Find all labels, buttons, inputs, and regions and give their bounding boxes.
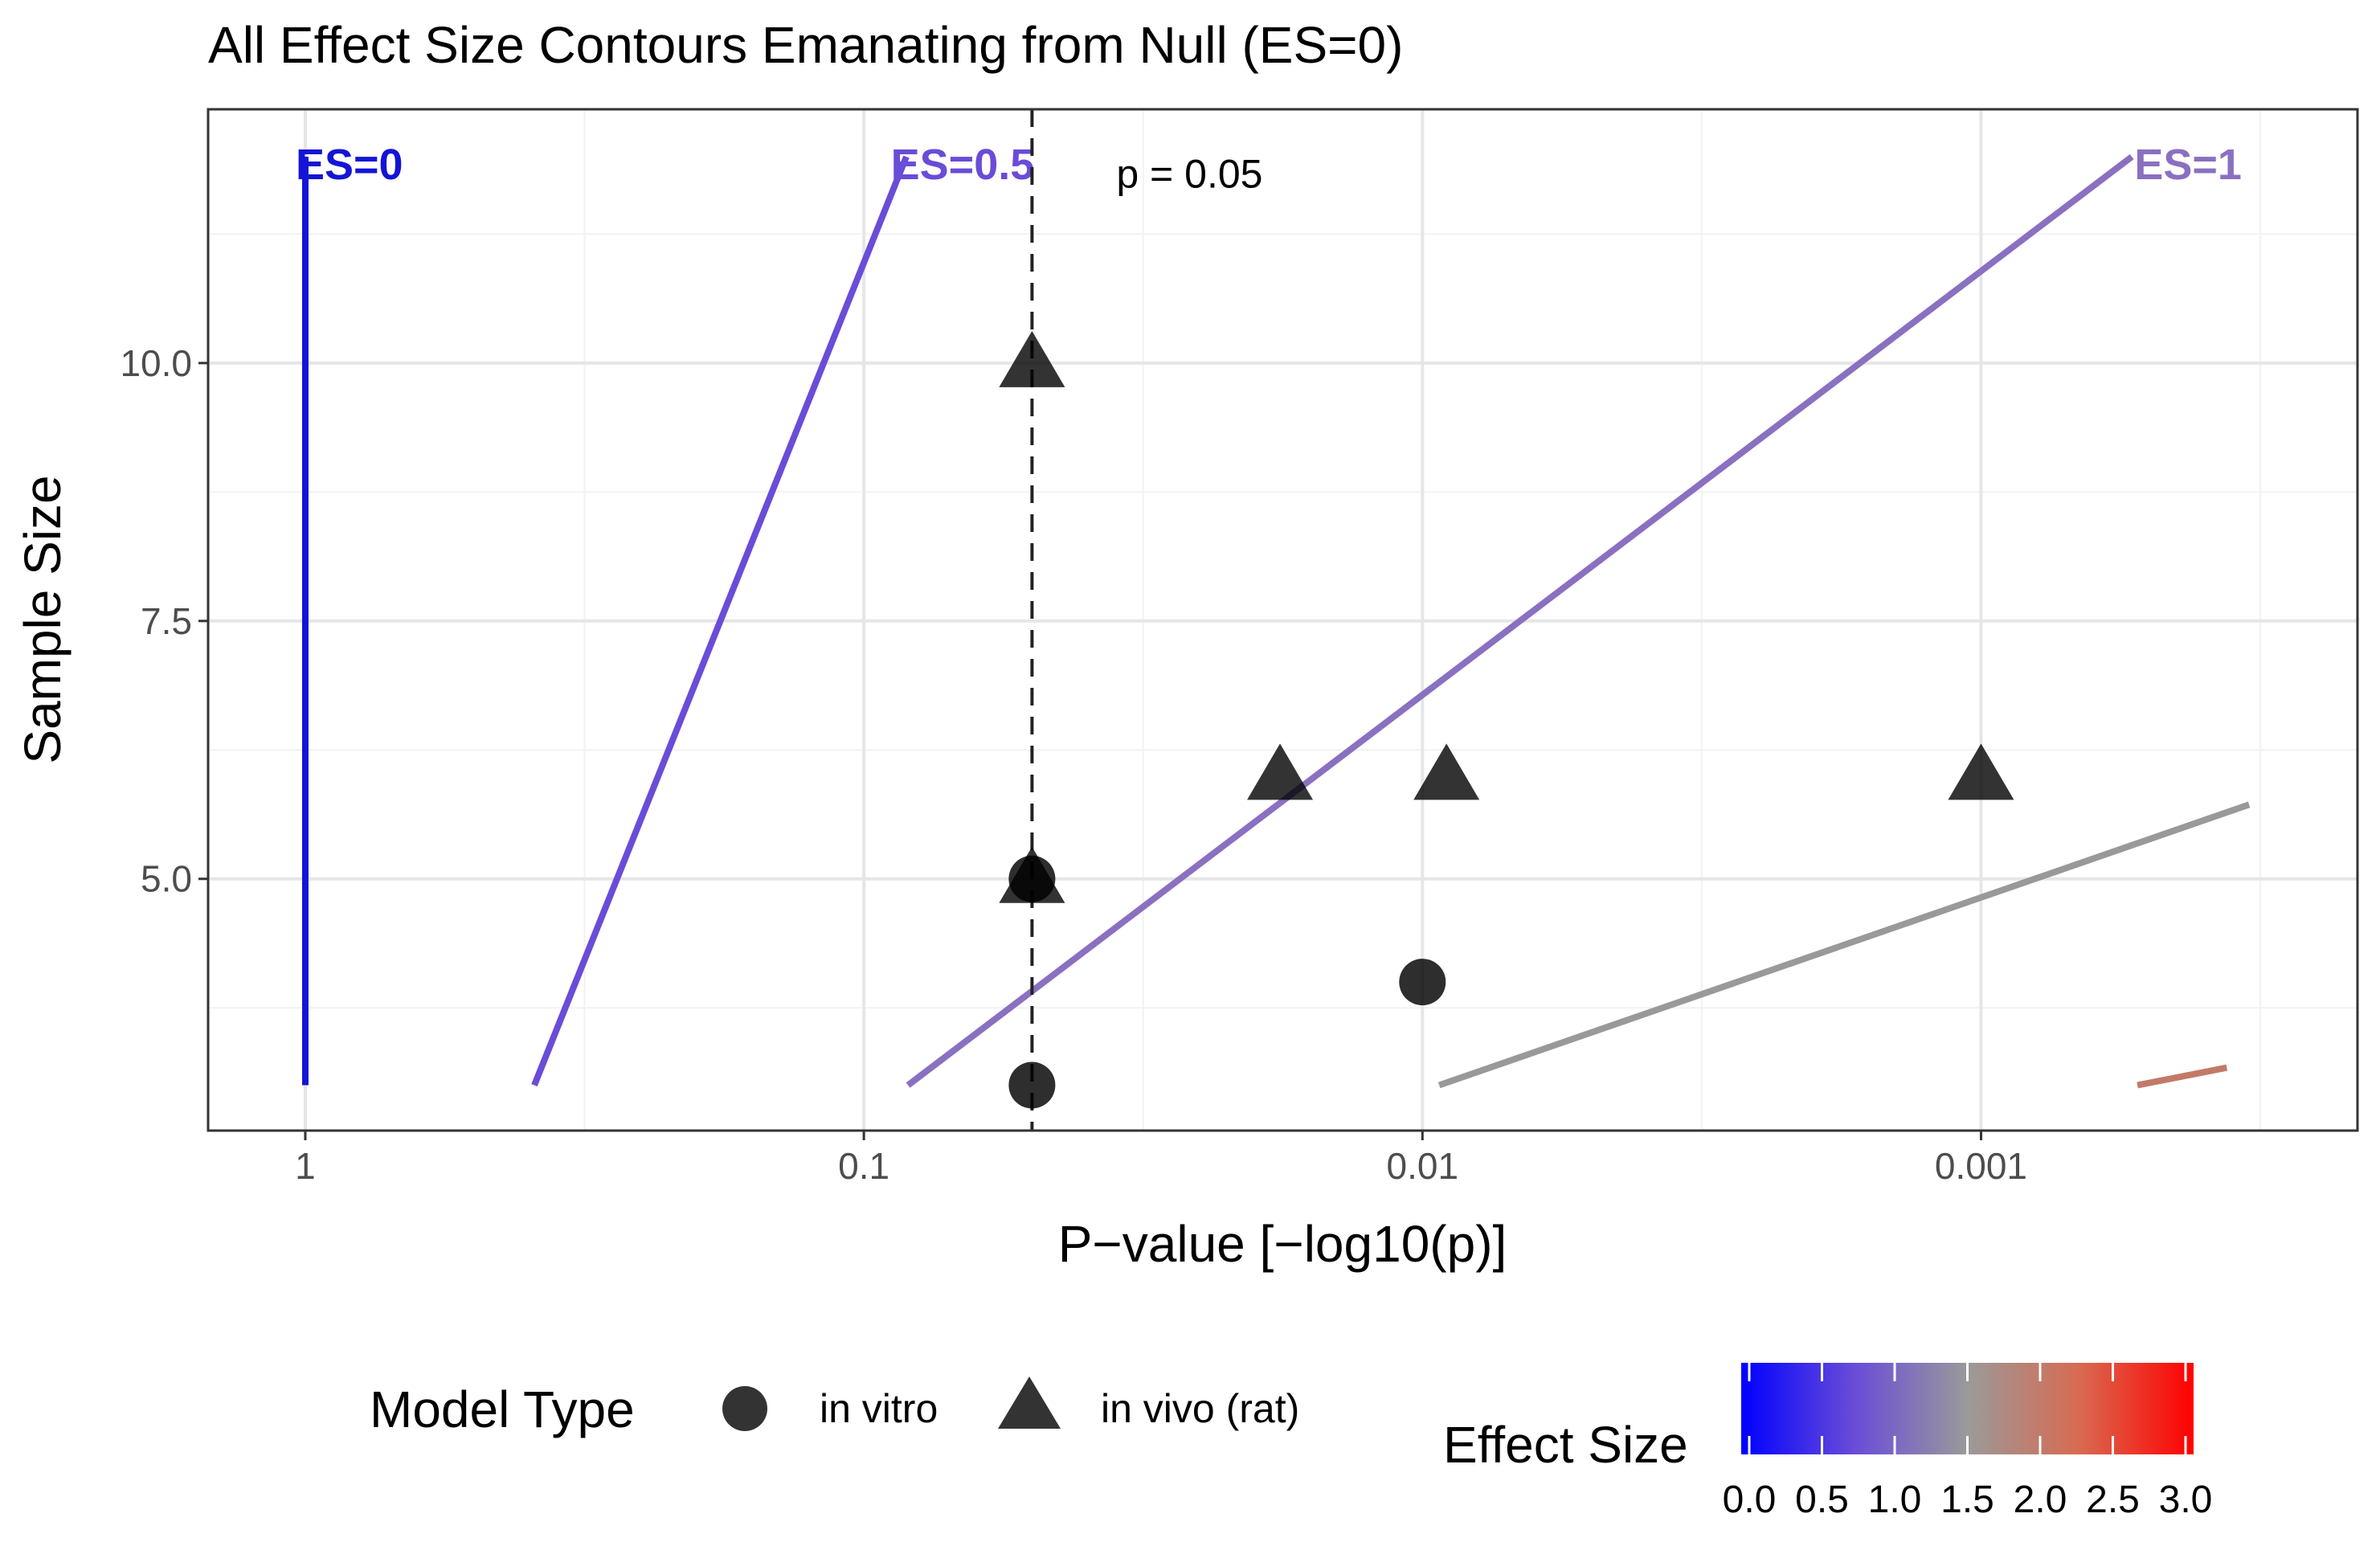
y-axis-title: Sample Size bbox=[14, 475, 72, 763]
colorbar-tick-label: 0.0 bbox=[1723, 1479, 1777, 1521]
point-in-vivo bbox=[999, 846, 1065, 903]
marks: ES=0 ES=0.5 ES=1 p = 0.05 bbox=[296, 109, 2251, 1131]
legend-label-in-vivo: in vivo (rat) bbox=[1101, 1386, 1299, 1431]
point-in-vitro bbox=[1399, 959, 1446, 1006]
contour-line bbox=[531, 155, 910, 1086]
y-tick-label: 7.5 bbox=[141, 600, 192, 642]
axes: 1 0.1 0.01 0.001 5.0 7.5 10.0 bbox=[120, 342, 2027, 1187]
point-in-vivo bbox=[1247, 743, 1314, 800]
colorbar-tick-label: 3.0 bbox=[2159, 1479, 2213, 1521]
x-tick-label: 0.01 bbox=[1387, 1145, 1459, 1187]
contour-label: ES=0 bbox=[296, 141, 403, 189]
contour-line bbox=[1437, 801, 2251, 1089]
legend: Model Type in vitro in vivo (rat) Effect… bbox=[370, 1363, 2212, 1521]
grid bbox=[208, 109, 2358, 1131]
point-in-vivo bbox=[1948, 743, 2014, 800]
colorbar-tick-label: 0.5 bbox=[1795, 1479, 1849, 1521]
legend-shape-title: Model Type bbox=[370, 1380, 635, 1438]
x-tick-label: 0.1 bbox=[838, 1145, 889, 1187]
x-tick-label: 0.001 bbox=[1935, 1145, 2027, 1187]
contour-label: ES=0.5 bbox=[891, 141, 1035, 189]
colorbar-tick-label: 1.0 bbox=[1868, 1479, 1922, 1521]
contour-line bbox=[906, 153, 2134, 1088]
point-in-vivo bbox=[1413, 743, 1480, 800]
legend-label-in-vitro: in vitro bbox=[820, 1386, 938, 1431]
y-tick-label: 10.0 bbox=[120, 342, 192, 384]
contour-line bbox=[2137, 1064, 2228, 1089]
x-axis-title: P−value [−log10(p)] bbox=[1058, 1215, 1507, 1273]
colorbar-tick-label: 2.5 bbox=[2086, 1479, 2140, 1521]
p-threshold-label: p = 0.05 bbox=[1116, 152, 1262, 197]
colorbar-tick-label: 2.0 bbox=[2014, 1479, 2067, 1521]
y-tick-label: 5.0 bbox=[141, 858, 192, 900]
legend-color-title: Effect Size bbox=[1443, 1416, 1688, 1474]
legend-triangle-symbol bbox=[998, 1376, 1061, 1429]
colorbar-tick-label: 1.5 bbox=[1940, 1479, 1994, 1521]
colorbar-ticks: 0.0 0.5 1.0 1.5 2.0 2.5 3.0 bbox=[1723, 1363, 2213, 1521]
point-in-vivo bbox=[999, 330, 1065, 387]
legend-circle-symbol bbox=[722, 1386, 767, 1431]
chart-title: All Effect Size Contours Emanating from … bbox=[208, 16, 1403, 74]
x-tick-label: 1 bbox=[295, 1145, 316, 1187]
contour-label: ES=1 bbox=[2134, 141, 2242, 189]
point-in-vitro bbox=[1008, 1061, 1056, 1109]
